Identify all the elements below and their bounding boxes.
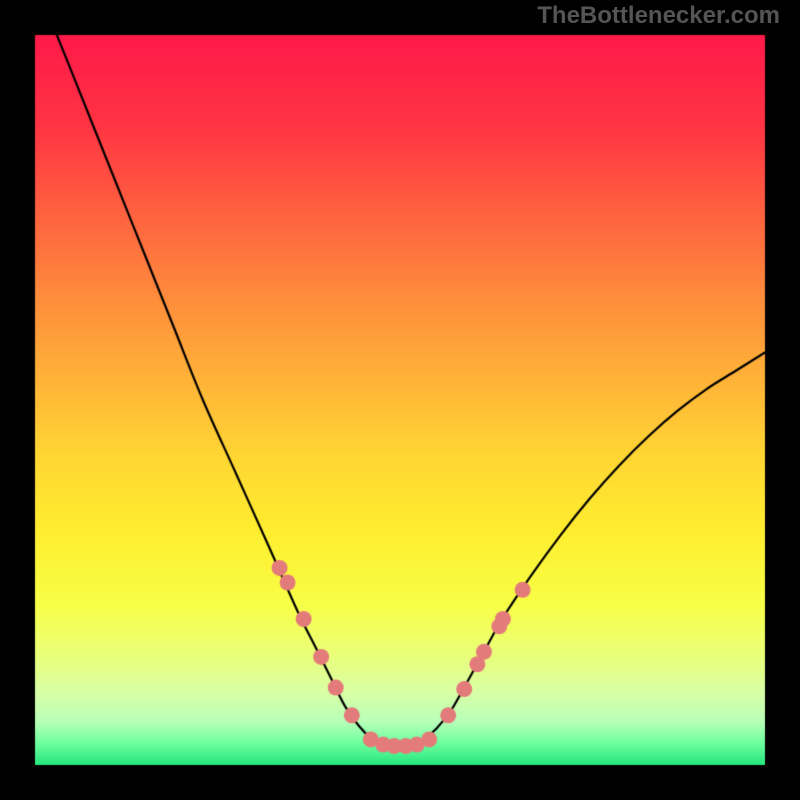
watermark-text: TheBottlenecker.com [537, 2, 780, 30]
chart-stage: TheBottlenecker.com [0, 0, 800, 800]
chart-canvas [0, 0, 800, 800]
